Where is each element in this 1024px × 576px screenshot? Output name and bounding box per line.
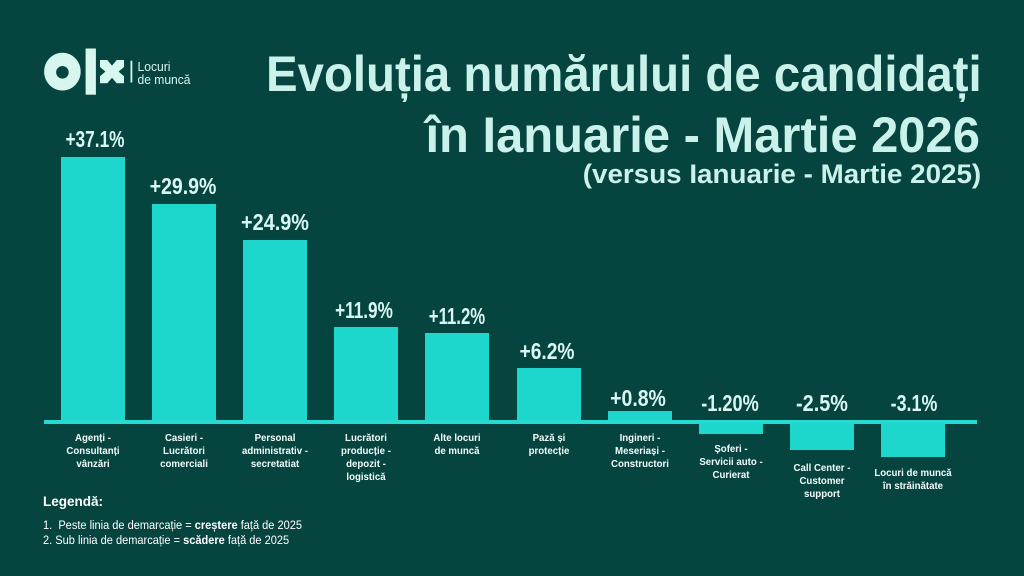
svg-text:Locuri: Locuri <box>138 59 171 74</box>
svg-text:de muncă: de muncă <box>138 72 192 87</box>
